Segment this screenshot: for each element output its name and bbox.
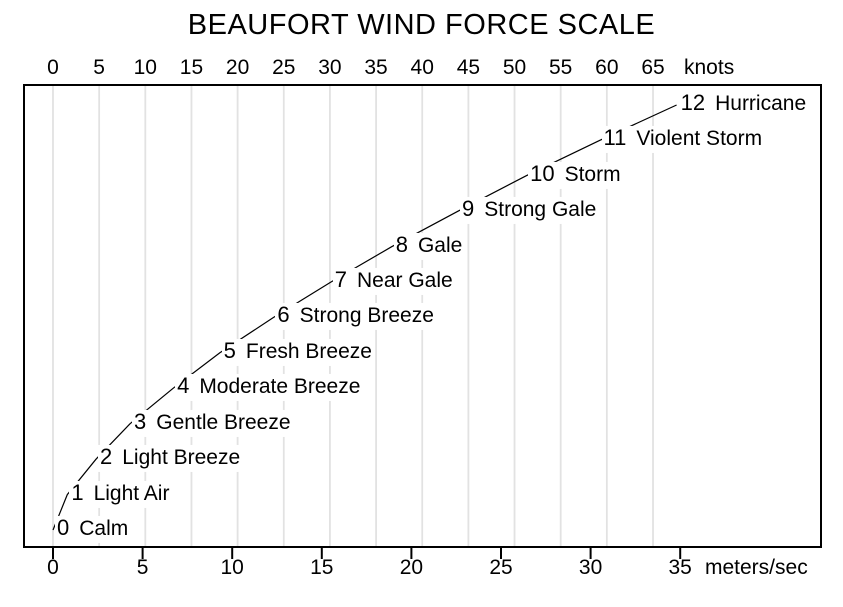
beaufort-force-name: Calm (79, 516, 129, 540)
beaufort-point-label: 1 Light Air (69, 479, 173, 508)
beaufort-force-number: 11 (603, 125, 627, 151)
knots-tick-label: 65 (641, 56, 665, 79)
beaufort-point-label: 9 Strong Gale (459, 196, 600, 225)
beaufort-curve (52, 104, 677, 531)
beaufort-force-name: Gale (417, 233, 463, 257)
beaufort-force-name: Gentle Breeze (156, 410, 291, 434)
ms-tick-label: 10 (220, 556, 244, 579)
beaufort-force-name: Violent Storm (636, 127, 763, 151)
knots-tick-label: 45 (456, 56, 481, 79)
beaufort-force-name: Fresh Breeze (245, 339, 372, 363)
knots-tick-label: 55 (549, 56, 573, 79)
ms-tick-label: 35 (668, 556, 692, 579)
beaufort-force-number: 2 (100, 444, 113, 470)
beaufort-point-label: 2 Light Breeze (98, 444, 244, 473)
beaufort-force-number: 4 (177, 373, 190, 399)
knots-tick-label: 30 (318, 56, 342, 79)
beaufort-force-number: 10 (530, 160, 555, 186)
beaufort-force-number: 8 (395, 231, 408, 257)
ms-tick-label: 25 (489, 556, 513, 579)
ms-tick-label: 5 (136, 556, 149, 579)
knots-tick-label: 5 (93, 56, 105, 79)
beaufort-force-number: 6 (277, 302, 290, 328)
ms-tick-label: 30 (578, 556, 603, 579)
beaufort-force-number: 1 (71, 479, 84, 505)
beaufort-point-label: 5 Fresh Breeze (221, 337, 375, 366)
bottom-axis-unit-label: meters/sec (705, 556, 808, 579)
ms-tick-label: 0 (47, 556, 59, 579)
beaufort-force-number: 12 (680, 89, 706, 115)
beaufort-point-label: 0 Calm (55, 514, 132, 543)
beaufort-point-label: 12 Hurricane (678, 89, 810, 118)
beaufort-point-label: 8 Gale (393, 231, 466, 260)
top-axis-unit-label: knots (684, 56, 735, 79)
beaufort-force-number: 0 (57, 514, 70, 540)
beaufort-force-name: Hurricane (715, 91, 807, 115)
knots-tick-label: 20 (225, 56, 250, 79)
ms-tick-label: 15 (310, 556, 334, 579)
knots-tick-label: 15 (179, 56, 204, 79)
beaufort-point-label: 4 Moderate Breeze (175, 373, 364, 402)
beaufort-point-label: 7 Near Gale (332, 267, 456, 296)
knots-tick-label: 0 (47, 56, 59, 79)
ms-tick-label: 20 (399, 556, 424, 579)
beaufort-force-number: 7 (334, 267, 347, 293)
beaufort-point-label: 3 Gentle Breeze (132, 408, 294, 437)
knots-tick-label: 50 (502, 56, 527, 79)
beaufort-force-number: 3 (134, 408, 147, 434)
knots-tick-label: 40 (410, 56, 434, 79)
beaufort-force-name: Strong Breeze (299, 304, 434, 328)
beaufort-force-name: Storm (564, 162, 621, 186)
beaufort-force-number: 9 (461, 196, 475, 222)
beaufort-point-label: 10 Storm (528, 160, 624, 189)
beaufort-point-label: 11 Violent Storm (601, 125, 766, 154)
plot-border (23, 84, 822, 548)
beaufort-force-number: 5 (223, 337, 236, 363)
knots-tick-label: 35 (364, 56, 388, 79)
knots-tick-label: 10 (133, 56, 157, 79)
beaufort-force-name: Near Gale (357, 269, 453, 293)
knots-tick-label: 25 (272, 56, 296, 79)
chart-title: BEAUFORT WIND FORCE SCALE (187, 9, 656, 41)
beaufort-point-label: 6 Strong Breeze (275, 302, 437, 331)
knots-tick-label: 60 (595, 56, 619, 79)
beaufort-force-name: Strong Gale (484, 198, 597, 222)
beaufort-force-name: Light Breeze (122, 446, 241, 470)
beaufort-force-name: Light Air (93, 481, 170, 505)
beaufort-force-name: Moderate Breeze (199, 375, 361, 399)
